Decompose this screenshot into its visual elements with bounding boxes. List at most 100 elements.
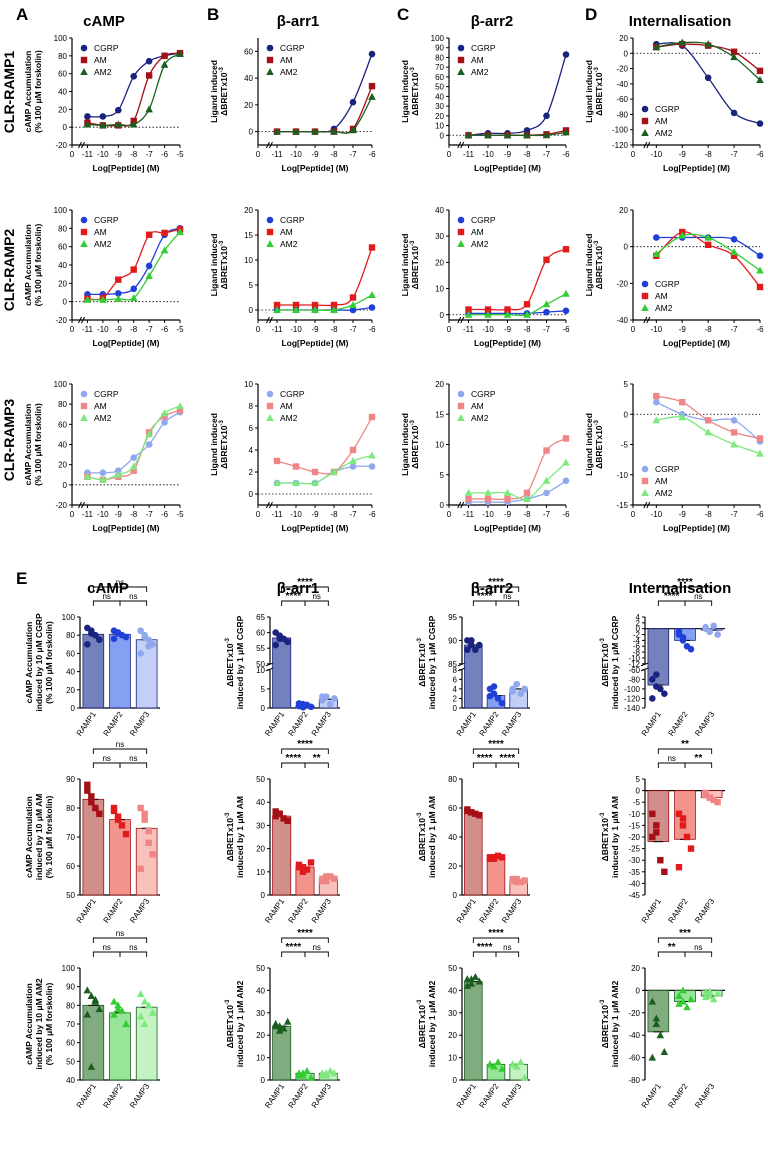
chart-B1-point-am2 xyxy=(311,127,319,135)
chart-B2-x-tick-label: -8 xyxy=(330,325,338,334)
chart-E1d-data-point xyxy=(653,671,660,678)
chart-C3-point-am xyxy=(523,489,531,497)
chart-C1-y-tick-label: 10 xyxy=(435,122,444,131)
chart-D1-y-tick-label: -120 xyxy=(612,141,629,150)
chart-E2b-data-point xyxy=(319,877,326,885)
chart-E2b-data-point xyxy=(272,812,279,820)
chart-E3c-data-point xyxy=(512,1062,521,1070)
chart-E2a-data-point xyxy=(137,804,144,812)
chart-E3a-data-point xyxy=(83,986,92,994)
chart-E1c-y-tick-label: 4 xyxy=(453,685,458,694)
chart-E1d-category-label: RAMP1 xyxy=(640,710,663,738)
chart-B2-point-am2 xyxy=(368,291,376,298)
chart-E3c-data-point xyxy=(490,1062,498,1070)
chart-E3b-y-tick-label: 10 xyxy=(256,1054,265,1063)
chart-A3-axis-break xyxy=(78,501,82,509)
chart-D1-point-am2 xyxy=(756,76,764,84)
chart-D2-legend-label: CGRP xyxy=(655,279,680,289)
chart-E2d-sig-label: ** xyxy=(681,739,689,750)
chart-E1d-sig-label: ns xyxy=(694,592,702,601)
chart-E3d-data-point xyxy=(713,989,722,997)
chart-E2c-bar-ramp2 xyxy=(486,856,506,896)
chart-C1-legend-label: AM xyxy=(471,55,484,65)
chart-D1-ylabel-line: ΔBRETx10-3 xyxy=(594,66,604,115)
chart-D3-point-am xyxy=(756,435,764,442)
chart-E1a-ylabel-line: (% 100 μM forskolin) xyxy=(44,621,54,704)
chart-C1-y-tick-label: 40 xyxy=(435,92,444,101)
chart-C2-point-am2 xyxy=(464,310,473,318)
chart-A3-point-am xyxy=(176,407,184,414)
chart-C2-point-am xyxy=(543,256,550,263)
chart-D1-point-am xyxy=(756,67,764,75)
chart-E1a-y-tick-label: 60 xyxy=(66,649,75,658)
chart-E1a-sig-label: ns xyxy=(129,592,137,601)
chart-A2-x-tick-label: -8 xyxy=(130,325,138,334)
chart-C1-legend-label: CGRP xyxy=(471,43,496,53)
chart-E3b-data-point xyxy=(279,1024,288,1032)
chart-D2-legend-marker xyxy=(641,304,649,311)
chart-A2-ylabel-line: cAMP Accumulation xyxy=(23,224,33,306)
chart-E3b-bar-ramp1 xyxy=(272,1025,292,1081)
chart-D1-x-tick-label: 0 xyxy=(631,150,636,159)
chart-B3-x-tick-label: 0 xyxy=(256,510,261,519)
chart-E1d-ylabel-line: ΔBRETx10-3 xyxy=(600,637,610,686)
column-title: β-arr2 xyxy=(471,13,514,30)
chart-E2b-data-point xyxy=(323,873,330,880)
chart-E1c-data-point xyxy=(498,699,506,707)
chart-D1-y-tick-label: -60 xyxy=(616,95,628,104)
chart-E3d-y-tick-label: -60 xyxy=(628,1054,640,1063)
chart-A2-x-axis-label: Log[Peptide] (M) xyxy=(92,338,159,348)
chart-E1c-sig-label: **** xyxy=(477,591,493,602)
chart-E2c-data-point xyxy=(494,852,502,860)
chart-E1c-category-label: RAMP2 xyxy=(477,710,500,738)
chart-E2d-category-label: RAMP2 xyxy=(666,897,689,925)
chart-B1-x-tick-label: -8 xyxy=(330,150,338,159)
panel-label-b: B xyxy=(207,5,219,24)
chart-E1a-category-label: RAMP2 xyxy=(101,710,124,738)
chart-C1-y-tick-label: 50 xyxy=(435,83,444,92)
chart-C2-x-tick-label: -11 xyxy=(463,325,475,334)
chart-E1a-data-point xyxy=(96,636,103,644)
chart-E3d-y-tick-label: -20 xyxy=(628,1009,640,1018)
chart-B2-point-am xyxy=(368,244,376,251)
chart-B3-point-am2 xyxy=(292,479,300,486)
chart-E1a-y-tick-label: 80 xyxy=(66,631,75,640)
chart-E2b-data-point xyxy=(331,875,338,882)
chart-E3d-data-point xyxy=(679,986,687,994)
panel-label-e: E xyxy=(16,569,27,588)
chart-D2-point-am xyxy=(704,241,712,249)
chart-E3a-data-point xyxy=(118,1006,126,1014)
chart-B2-y-tick-label: 20 xyxy=(244,206,253,215)
chart-B2-point-cgrp xyxy=(368,304,376,311)
chart-E1b-category-label: RAMP2 xyxy=(286,710,309,738)
chart-B3-y-tick-label: 0 xyxy=(249,490,254,499)
chart-B1-ylabel-line: ΔBRETx10-3 xyxy=(219,66,229,115)
chart-C1-point-am2 xyxy=(542,131,551,139)
chart-C2-ylabel-line: Ligand induced xyxy=(400,234,410,297)
chart-B2-point-am xyxy=(311,301,319,309)
chart-A2-point-am xyxy=(115,276,122,283)
chart-C3-legend-label: CGRP xyxy=(471,389,496,399)
chart-E3b-data-point xyxy=(303,1067,311,1075)
chart-E1d-sig-label: **** xyxy=(677,577,693,588)
chart-E2d-y-tick-label: 5 xyxy=(636,775,641,784)
chart-B3-y-tick-label: 6 xyxy=(249,424,254,433)
chart-E2d-category-label: RAMP3 xyxy=(693,897,716,925)
chart-E1c-data-point xyxy=(472,646,479,654)
chart-B3-x-tick-label: -11 xyxy=(272,510,284,519)
chart-C3-point-am2 xyxy=(503,488,512,496)
chart-C3-legend-label: AM2 xyxy=(471,413,489,423)
chart-E2a-category-label: RAMP1 xyxy=(75,897,98,925)
chart-B1-y-tick-label: 60 xyxy=(244,47,253,56)
chart-E2b-y-tick-label: 40 xyxy=(256,798,265,807)
chart-E2c-data-point xyxy=(517,878,524,886)
chart-C1-legend-marker xyxy=(457,56,465,64)
chart-E2d-y-tick-label: -25 xyxy=(628,845,640,854)
chart-C2-legend-label: AM2 xyxy=(471,239,489,249)
chart-D2-legend-marker xyxy=(641,292,649,300)
chart-E1a-ylabel-line: induced by 10 μM CGRP xyxy=(34,613,44,712)
chart-E3d-ylabel-line: ΔBRETx10-3 xyxy=(600,999,610,1048)
chart-E1b-sig-bracket xyxy=(304,600,329,606)
chart-A3-point-am2 xyxy=(176,402,184,410)
chart-E1b-ylabel-line: induced by 1 μM CGRP xyxy=(235,615,245,709)
